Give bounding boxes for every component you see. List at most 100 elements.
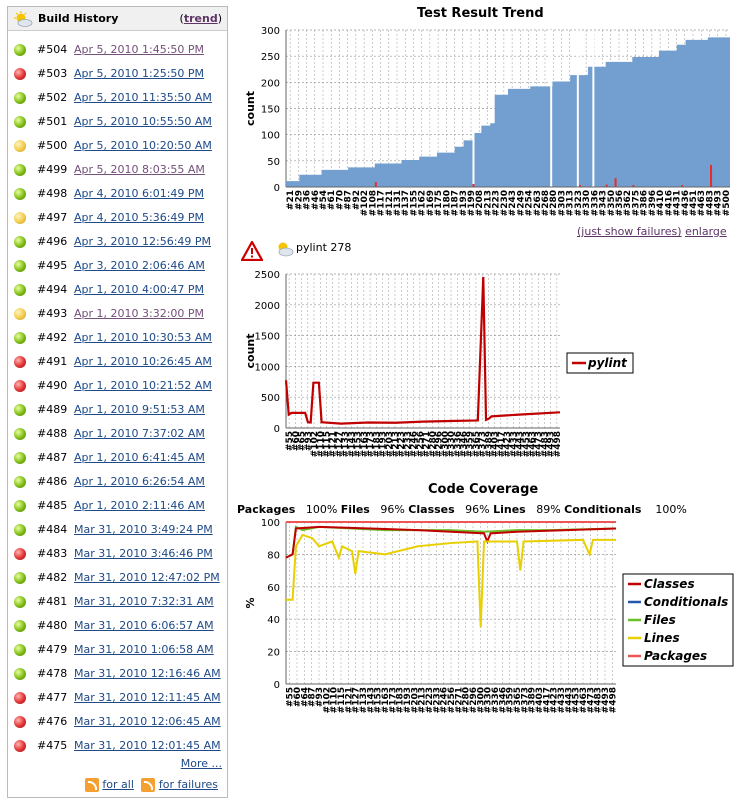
- x-tick-label: #256: [416, 431, 426, 457]
- build-status-failed-icon[interactable]: [14, 68, 26, 80]
- build-row: #494 Apr 1, 2010 4:00:47 PM: [8, 278, 227, 302]
- build-status-success-icon[interactable]: [14, 236, 26, 248]
- build-date-link[interactable]: Apr 5, 2010 11:35:50 AM: [74, 91, 212, 104]
- x-tick-label: #254: [525, 190, 535, 216]
- x-tick-label: #300: [441, 431, 451, 457]
- build-date-link[interactable]: Apr 1, 2010 3:32:00 PM: [74, 307, 205, 320]
- build-status-success-icon[interactable]: [14, 404, 26, 416]
- build-date-link[interactable]: Apr 3, 2010 2:06:46 AM: [74, 259, 205, 272]
- build-status-success-icon[interactable]: [14, 524, 26, 536]
- rss-all-link[interactable]: for all: [102, 778, 134, 791]
- build-date-link[interactable]: Apr 1, 2010 10:26:45 AM: [74, 355, 212, 368]
- build-row: #486 Apr 1, 2010 6:26:54 AM: [8, 470, 227, 494]
- rss-icon[interactable]: [84, 778, 99, 792]
- build-status-success-icon[interactable]: [14, 476, 26, 488]
- x-tick-label: #117: [377, 190, 387, 216]
- build-date-link[interactable]: Mar 31, 2010 6:06:57 AM: [74, 619, 214, 632]
- trend-link[interactable]: trend: [183, 12, 218, 25]
- build-date-link[interactable]: Apr 1, 2010 6:41:45 AM: [74, 451, 205, 464]
- build-date-link[interactable]: Mar 31, 2010 7:32:31 AM: [74, 595, 214, 608]
- build-date-link[interactable]: Apr 4, 2010 6:01:49 PM: [74, 187, 205, 200]
- build-status-success-icon[interactable]: [14, 116, 26, 128]
- build-date-link[interactable]: Apr 1, 2010 2:11:46 AM: [74, 499, 205, 512]
- build-date-link[interactable]: Mar 31, 2010 12:16:46 AM: [74, 667, 221, 680]
- build-number: #491: [37, 355, 68, 368]
- coverage-summary-label: Lines: [493, 503, 526, 516]
- build-date-link[interactable]: Mar 31, 2010 3:49:24 PM: [74, 523, 213, 536]
- failed-tests-bar: [614, 178, 617, 187]
- build-status-failed-icon[interactable]: [14, 716, 26, 728]
- coverage-summary-label: Files: [340, 503, 370, 516]
- build-status-success-icon[interactable]: [14, 260, 26, 272]
- build-status-success-icon[interactable]: [14, 284, 26, 296]
- build-status-unstable-icon[interactable]: [14, 212, 26, 224]
- build-status-unstable-icon[interactable]: [14, 308, 26, 320]
- x-tick-label: #463: [579, 687, 589, 713]
- failed-tests-bar: [632, 185, 635, 187]
- build-status-success-icon[interactable]: [14, 572, 26, 584]
- just-show-failures-link[interactable]: (just show failures): [577, 225, 682, 238]
- build-status-success-icon[interactable]: [14, 164, 26, 176]
- more-builds-link[interactable]: More ...: [180, 757, 222, 770]
- build-status-failed-icon[interactable]: [14, 692, 26, 704]
- x-tick-label: #473: [534, 431, 544, 457]
- build-status-success-icon[interactable]: [14, 500, 26, 512]
- x-tick-label: #343: [599, 190, 609, 216]
- x-tick-label: #233: [403, 431, 413, 457]
- enlarge-link[interactable]: enlarge: [685, 225, 727, 238]
- build-status-success-icon[interactable]: [14, 332, 26, 344]
- build-status-success-icon[interactable]: [14, 452, 26, 464]
- x-tick-label: #213: [418, 687, 428, 713]
- build-date-link[interactable]: Apr 1, 2010 6:26:54 AM: [74, 475, 205, 488]
- build-date-link[interactable]: Apr 1, 2010 4:00:47 PM: [74, 283, 205, 296]
- build-date-link[interactable]: Mar 31, 2010 12:06:45 AM: [74, 715, 221, 728]
- test-trend-chart[interactable]: 0 50 100 150 200 250 300 count #21#29#36#46#54#6…: [236, 24, 736, 220]
- x-tick-label: #102: [360, 190, 370, 216]
- build-status-failed-icon[interactable]: [14, 356, 26, 368]
- build-date-link[interactable]: Mar 31, 2010 1:06:58 AM: [74, 643, 214, 656]
- build-status-success-icon[interactable]: [14, 668, 26, 680]
- coverage-chart[interactable]: 0 20 40 60 80 100% #55#60#64#87#93#102#110#115…: [236, 516, 738, 716]
- build-date-link[interactable]: Apr 5, 2010 10:55:50 AM: [74, 115, 212, 128]
- build-date-link[interactable]: Mar 31, 2010 12:11:45 AM: [74, 691, 221, 704]
- build-status-failed-icon[interactable]: [14, 380, 26, 392]
- build-status-success-icon[interactable]: [14, 596, 26, 608]
- coverage-summary-value: 96%: [454, 503, 494, 516]
- build-date-link[interactable]: Mar 31, 2010 3:46:46 PM: [74, 547, 213, 560]
- build-date-link[interactable]: Apr 5, 2010 8:03:55 AM: [74, 163, 205, 176]
- build-date-link[interactable]: Apr 1, 2010 10:30:53 AM: [74, 331, 212, 344]
- build-date-link[interactable]: Apr 3, 2010 12:56:49 PM: [74, 235, 212, 248]
- build-row: #476 Mar 31, 2010 12:06:45 AM: [8, 710, 227, 734]
- build-status-failed-icon[interactable]: [14, 548, 26, 560]
- build-number: #490: [37, 379, 68, 392]
- x-tick-label: #143: [366, 687, 376, 713]
- build-status-success-icon[interactable]: [14, 92, 26, 104]
- build-status-unstable-icon[interactable]: [14, 140, 26, 152]
- build-date-link[interactable]: Apr 5, 2010 1:45:50 PM: [74, 43, 205, 56]
- build-date-link[interactable]: Mar 31, 2010 12:01:45 AM: [74, 739, 221, 752]
- build-date-link[interactable]: Apr 1, 2010 10:21:52 AM: [74, 379, 212, 392]
- build-date-link[interactable]: Apr 4, 2010 5:36:49 PM: [74, 211, 205, 224]
- build-status-success-icon[interactable]: [14, 428, 26, 440]
- rss-icon[interactable]: [141, 778, 156, 792]
- build-status-success-icon[interactable]: [14, 188, 26, 200]
- build-row: #483 Mar 31, 2010 3:46:46 PM: [8, 542, 227, 566]
- build-date-link[interactable]: Apr 1, 2010 7:37:02 AM: [74, 427, 205, 440]
- x-tick-label: #230: [500, 190, 510, 216]
- x-tick-label: #386: [640, 190, 650, 216]
- build-status-success-icon[interactable]: [14, 644, 26, 656]
- build-status-failed-icon[interactable]: [14, 740, 26, 752]
- x-tick-label: #498: [608, 687, 618, 713]
- build-date-link[interactable]: Apr 5, 2010 10:20:50 AM: [74, 139, 212, 152]
- build-date-link[interactable]: Apr 5, 2010 1:25:50 PM: [74, 67, 205, 80]
- build-date-link[interactable]: Apr 1, 2010 9:51:53 AM: [74, 403, 205, 416]
- build-status-success-icon[interactable]: [14, 44, 26, 56]
- x-tick-label: #87: [344, 190, 354, 210]
- rss-failures-link[interactable]: for failures: [158, 778, 218, 791]
- x-tick-label: #493: [714, 190, 724, 216]
- x-tick-label: #493: [601, 687, 611, 713]
- build-date-link[interactable]: Mar 31, 2010 12:47:02 PM: [74, 571, 220, 584]
- pylint-series-line: [284, 276, 561, 425]
- pylint-chart[interactable]: 0 500 1000 1500 2000 2500 count #55#60#65#93#10…: [236, 268, 636, 458]
- build-status-success-icon[interactable]: [14, 620, 26, 632]
